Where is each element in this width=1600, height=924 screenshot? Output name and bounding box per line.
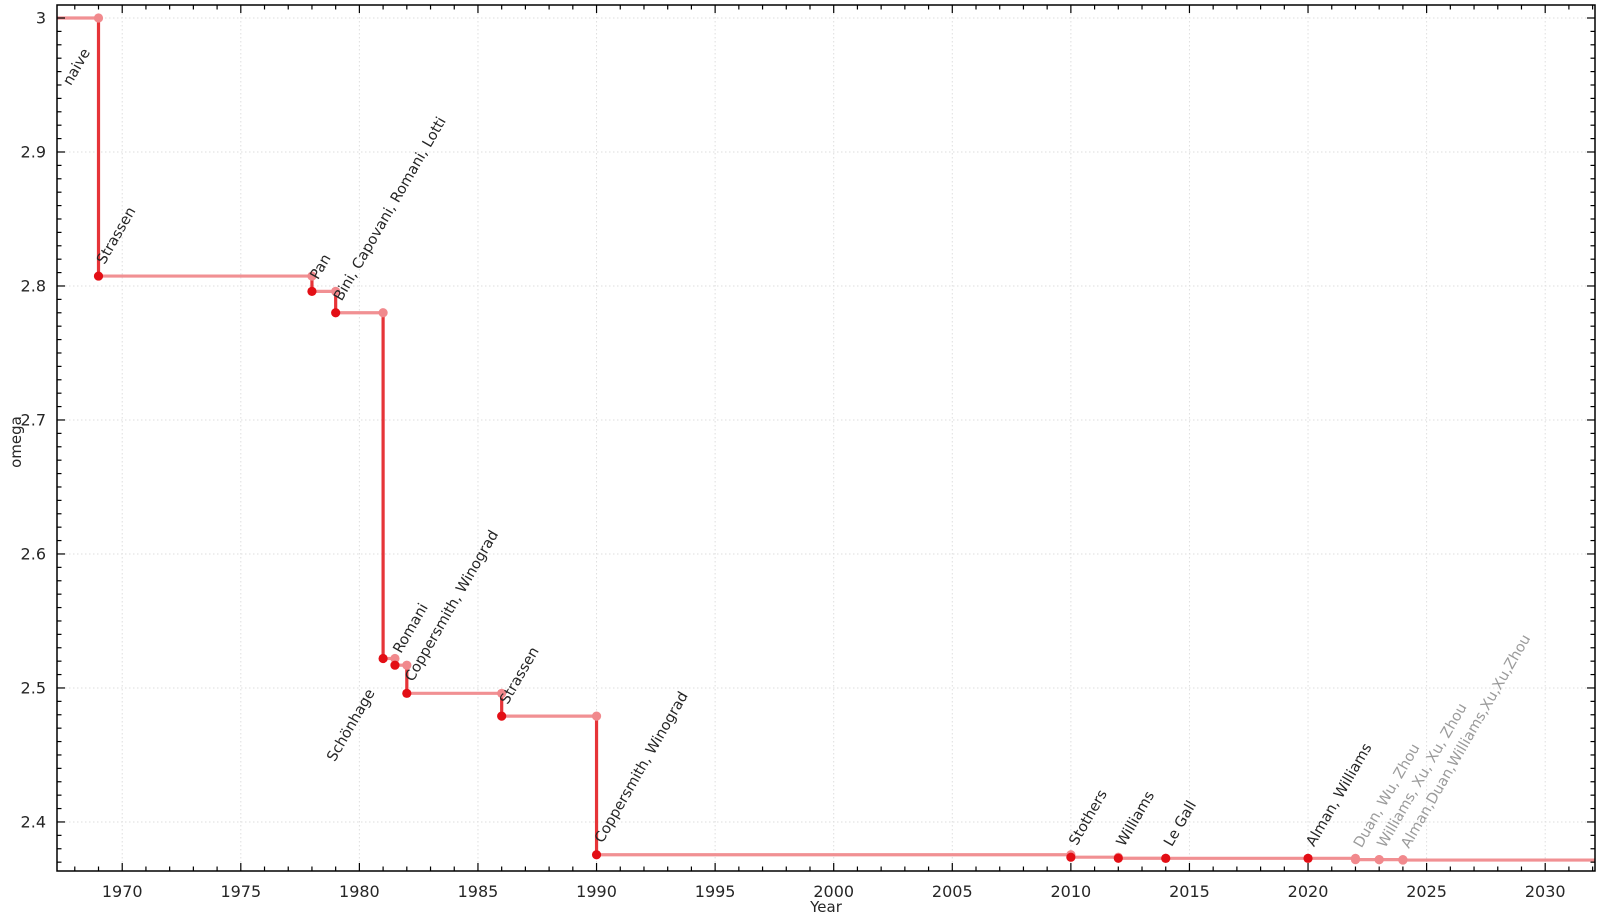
data-point xyxy=(331,308,341,318)
pre-step-point xyxy=(331,286,341,296)
annotation-label: Stothers xyxy=(1066,787,1110,848)
x-tick-label: 1995 xyxy=(695,882,736,901)
x-tick-label: 2025 xyxy=(1406,882,1447,901)
x-tick-label: 1985 xyxy=(458,882,499,901)
x-tick-label: 1990 xyxy=(576,882,617,901)
data-point xyxy=(1113,853,1123,863)
data-point xyxy=(402,688,412,698)
data-point xyxy=(1350,855,1361,865)
annotation-label: Le Gall xyxy=(1161,798,1200,849)
pre-step-point xyxy=(390,653,400,664)
annotation-label: naive xyxy=(60,46,94,88)
data-point xyxy=(1161,853,1171,863)
data-point xyxy=(591,850,602,860)
x-tick-label: 2000 xyxy=(813,882,854,901)
x-tick-label: 2005 xyxy=(932,882,973,901)
data-point xyxy=(1303,853,1313,863)
data-point xyxy=(93,271,104,281)
plot-border xyxy=(56,4,1596,872)
pre-step-point xyxy=(402,660,412,670)
y-axis-title: omega xyxy=(7,416,25,468)
data-point xyxy=(1374,855,1384,865)
pre-step-point xyxy=(378,308,388,318)
x-tick-label: 2030 xyxy=(1525,882,1566,901)
y-tick-label: 3 xyxy=(36,8,46,27)
data-point xyxy=(378,653,388,664)
y-tick-label: 2.9 xyxy=(21,142,46,161)
x-tick-label: 2010 xyxy=(1051,882,1092,901)
x-tick-label: 2015 xyxy=(1169,882,1210,901)
annotation-label: Strassen xyxy=(94,205,139,268)
x-tick-label: 2020 xyxy=(1288,882,1329,901)
annotation-label: Pan xyxy=(308,252,335,283)
pre-step-point xyxy=(591,711,602,721)
data-point xyxy=(497,711,507,721)
pre-step-point xyxy=(497,688,507,698)
annotation-label: Williams xyxy=(1114,789,1158,850)
x-axis-title: Year xyxy=(810,898,842,916)
x-tick-label: 1970 xyxy=(102,882,143,901)
annotation-label: Strassen xyxy=(497,645,542,708)
data-point xyxy=(1066,852,1076,862)
pre-step-point xyxy=(93,13,104,23)
x-tick-label: 1975 xyxy=(220,882,261,901)
annotation-label: Bini, Capovani, Romani, Lotti xyxy=(331,115,449,304)
annotation-label: Schönhage xyxy=(324,686,378,764)
pre-step-point xyxy=(307,271,317,281)
data-point xyxy=(307,286,317,296)
y-tick-label: 2.8 xyxy=(21,276,46,295)
y-tick-label: 2.6 xyxy=(21,544,46,563)
y-tick-label: 2.7 xyxy=(21,410,46,429)
annotation-label: Alman,Duan,Williams,Xu,Xu,Zhou xyxy=(1399,632,1535,851)
data-point xyxy=(1398,855,1408,865)
data-point xyxy=(390,660,400,670)
y-tick-label: 2.5 xyxy=(21,678,46,697)
y-tick-label: 2.4 xyxy=(21,812,46,831)
x-tick-label: 1980 xyxy=(339,882,380,901)
